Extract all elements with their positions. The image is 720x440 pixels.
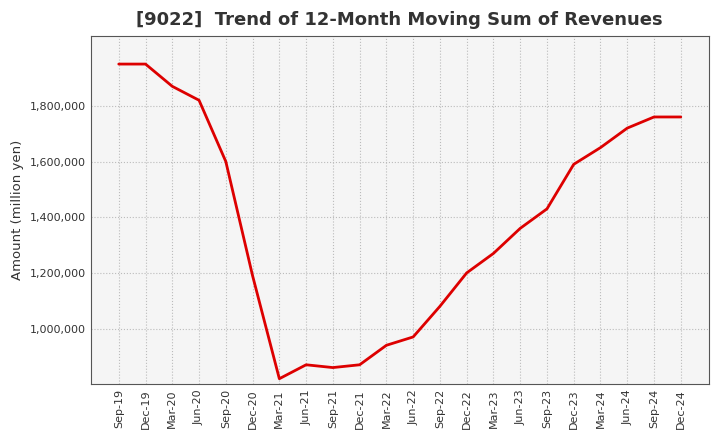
Y-axis label: Amount (million yen): Amount (million yen) bbox=[11, 140, 24, 280]
Title: [9022]  Trend of 12-Month Moving Sum of Revenues: [9022] Trend of 12-Month Moving Sum of R… bbox=[137, 11, 663, 29]
